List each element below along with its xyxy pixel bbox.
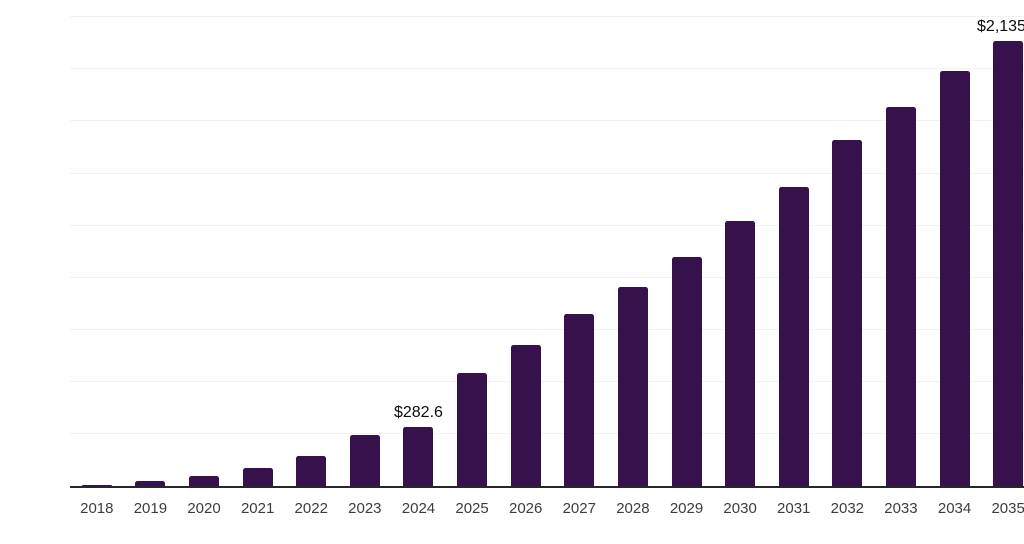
bar-2025 [457, 372, 488, 486]
band-2020 [177, 16, 231, 486]
band-2034 [928, 16, 982, 486]
band-2026 [499, 16, 553, 486]
bar-2032 [832, 140, 863, 486]
band-2030 [713, 16, 767, 486]
band-2023 [338, 16, 392, 486]
x-tick-2024: 2024 [401, 500, 436, 517]
bar-2026 [510, 344, 541, 486]
bar-2033 [885, 106, 916, 486]
band-2028 [606, 16, 660, 486]
gridline-2250 [70, 16, 1024, 18]
band-2035: $2,135.9 [977, 16, 1024, 486]
bar-2035 [993, 41, 1024, 486]
gridline-1000 [70, 276, 1024, 278]
bar-2029 [671, 256, 702, 486]
gridline-1750 [70, 120, 1024, 122]
data-label-2035: $2,135.9 [977, 18, 1024, 36]
bar-2018 [81, 484, 112, 486]
band-2024: $282.6 [392, 16, 446, 486]
x-tick-2020: 2020 [187, 500, 221, 517]
x-tick-2031: 2031 [777, 500, 811, 517]
x-tick-2028: 2028 [616, 500, 650, 517]
band-2027 [552, 16, 606, 486]
band-2032 [821, 16, 875, 486]
gridline-1500 [70, 172, 1024, 174]
x-tick-2023: 2023 [348, 500, 382, 517]
x-tick-2027: 2027 [562, 500, 596, 517]
x-tick-2033: 2033 [884, 500, 918, 517]
band-2033 [874, 16, 928, 486]
bar-2023 [349, 435, 380, 486]
gridline-500 [70, 380, 1024, 382]
gridline-1250 [70, 224, 1024, 226]
bar-2034 [939, 71, 970, 486]
x-tick-2034: 2034 [937, 500, 972, 517]
data-label-2024: $282.6 [393, 404, 443, 422]
bar-2022 [296, 456, 327, 486]
x-axis-tick-labels: 2018 2019 2020 2021 2022 2023 2024 2025 2026 2027… [70, 500, 1024, 518]
x-tick-2035: 2035 [991, 500, 1024, 517]
band-2019 [124, 16, 178, 486]
x-tick-2019: 2019 [133, 500, 168, 517]
bar-2027 [564, 314, 595, 486]
band-2029 [660, 16, 714, 486]
bar-chart: $282.6$2,135.9 2018201920202021202220232… [40, 16, 1024, 528]
gridline-250 [70, 432, 1024, 434]
bar-2019 [135, 480, 166, 486]
gridline-750 [70, 328, 1024, 330]
bar-2020 [189, 475, 220, 486]
plot-area: $282.6 $2,135.9 [70, 16, 1024, 488]
band-2022 [284, 16, 338, 486]
band-2018 [70, 16, 124, 486]
x-tick-2032: 2032 [830, 500, 865, 517]
x-tick-2026: 2026 [508, 500, 543, 517]
x-tick-2021: 2021 [240, 500, 275, 517]
band-2021 [231, 16, 285, 486]
x-axis-line [70, 485, 1024, 488]
bar-2021 [242, 467, 273, 486]
bar-series: $282.6 $2,135.9 [70, 16, 1024, 486]
gridline-2000 [70, 68, 1024, 70]
x-tick-2029: 2029 [669, 500, 704, 517]
x-tick-2030: 2030 [723, 500, 757, 517]
bar-2024 [403, 427, 434, 486]
x-tick-2018: 2018 [80, 500, 114, 517]
x-tick-2022: 2022 [294, 500, 328, 517]
bar-2028 [617, 287, 648, 486]
x-tick-2025: 2025 [455, 500, 489, 517]
band-2025 [445, 16, 499, 486]
bar-2030 [725, 221, 756, 486]
bar-2031 [778, 187, 809, 486]
band-2031 [767, 16, 821, 486]
